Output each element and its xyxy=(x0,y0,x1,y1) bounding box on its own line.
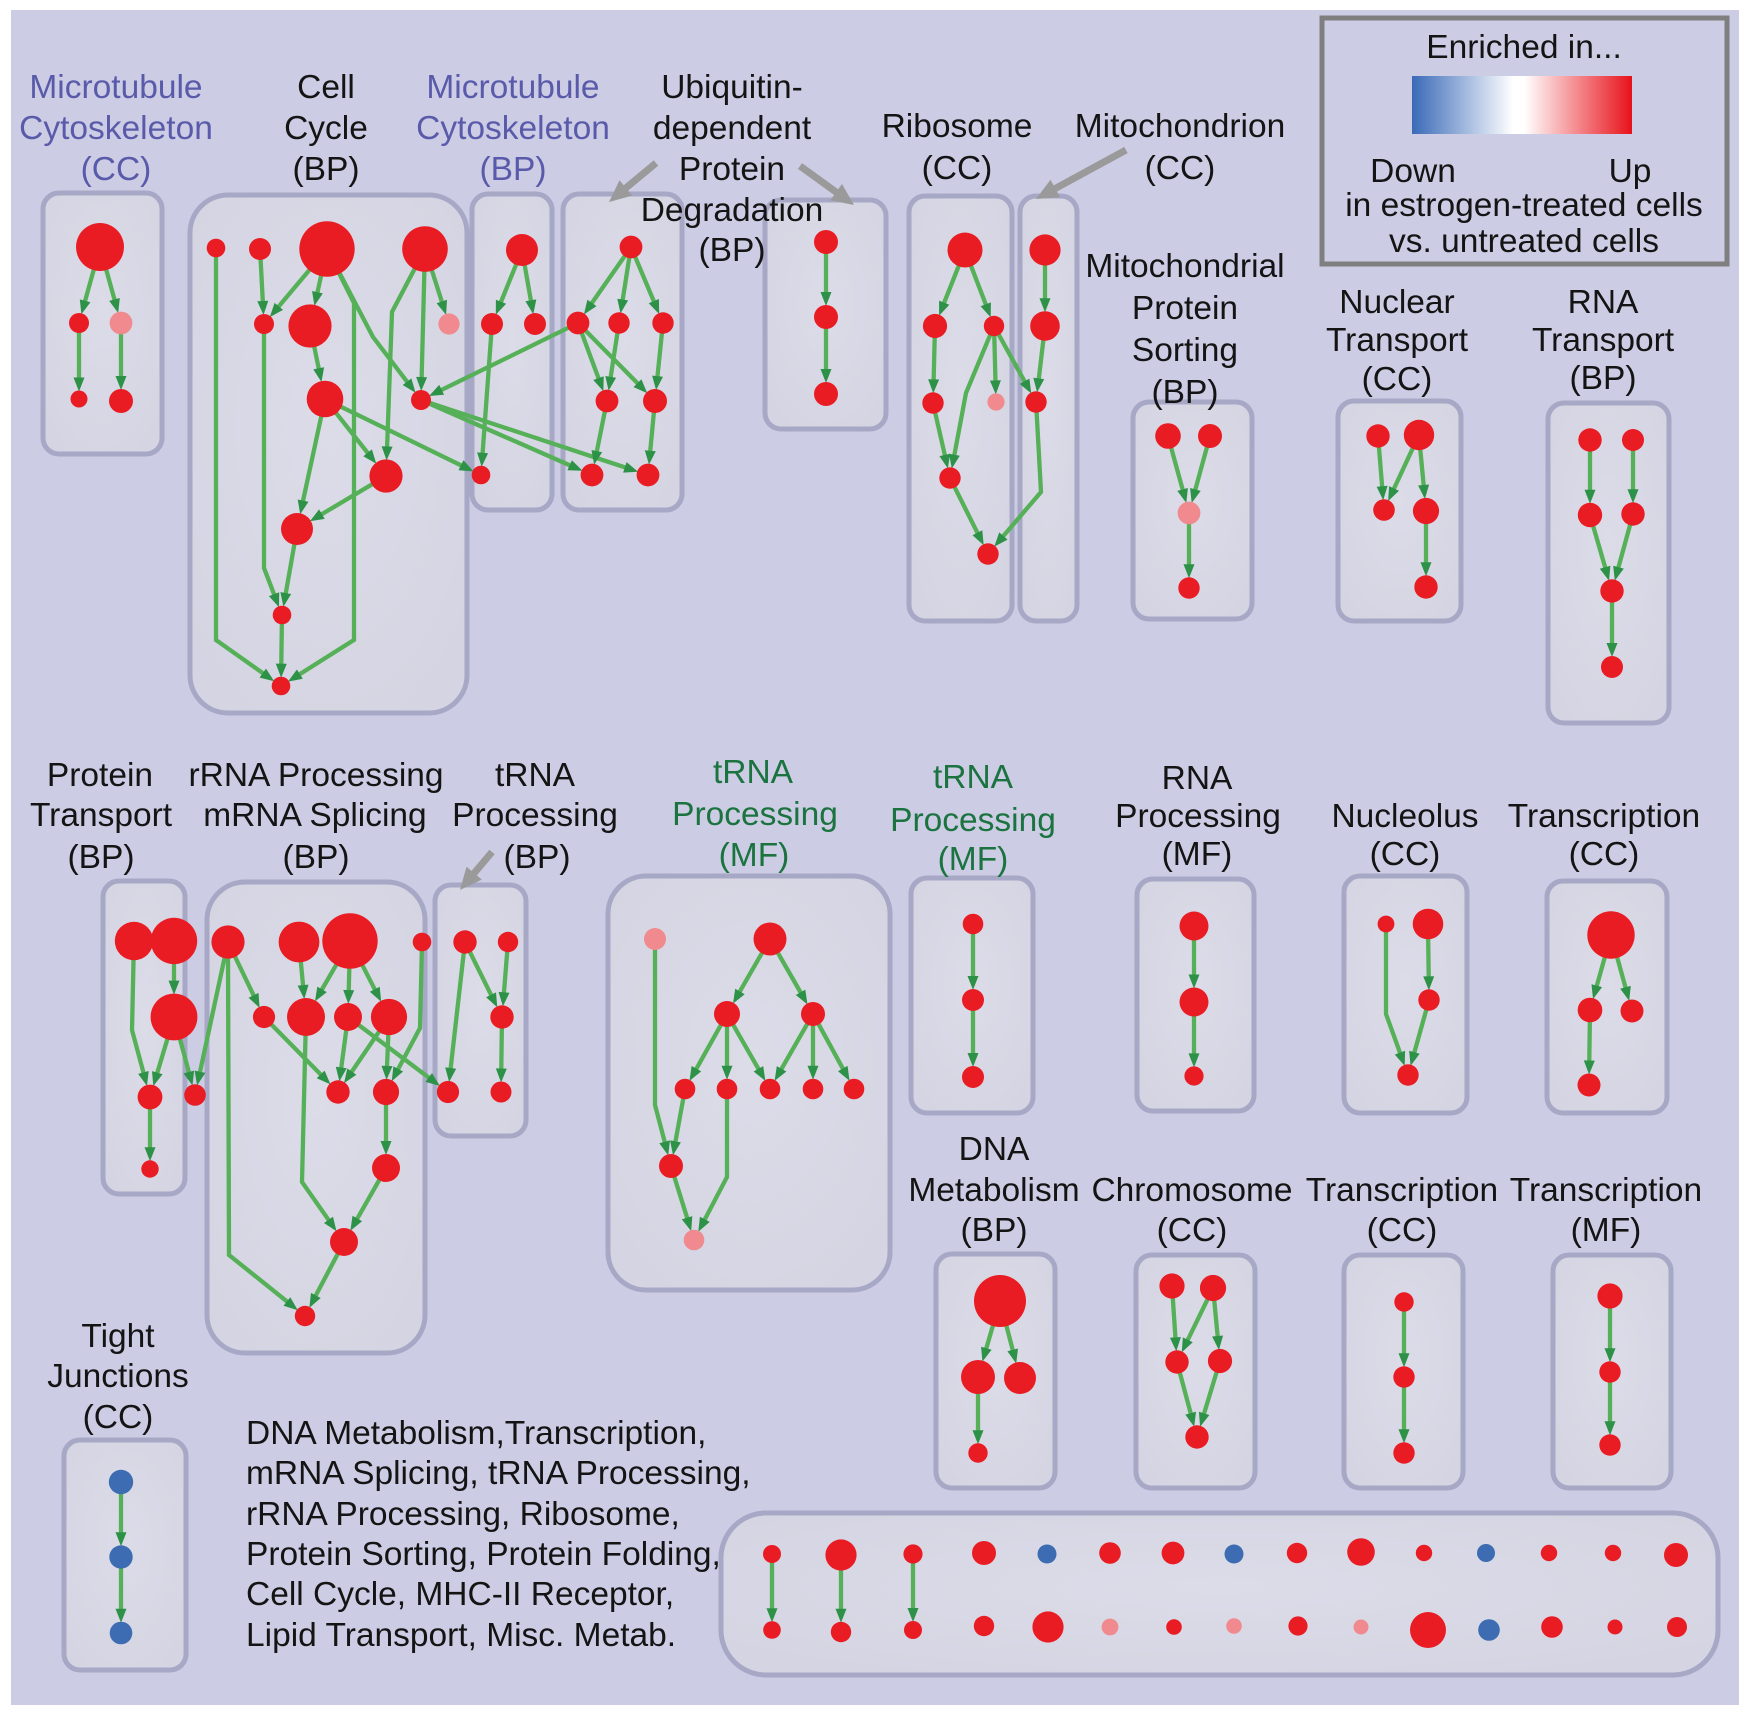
svg-text:Protein: Protein xyxy=(47,757,153,794)
svg-text:Cytoskeleton: Cytoskeleton xyxy=(416,110,610,147)
svg-text:Mitochondrion: Mitochondrion xyxy=(1075,108,1285,145)
svg-text:Transcription: Transcription xyxy=(1508,798,1700,835)
svg-text:(CC): (CC) xyxy=(1157,1212,1228,1249)
svg-text:rRNA Processing: rRNA Processing xyxy=(188,757,443,794)
svg-text:Transport: Transport xyxy=(1532,322,1675,359)
svg-text:(CC): (CC) xyxy=(1362,361,1433,398)
svg-text:Mitochondrial: Mitochondrial xyxy=(1085,248,1284,285)
svg-text:Nuclear: Nuclear xyxy=(1339,284,1454,321)
svg-text:mRNA Splicing: mRNA Splicing xyxy=(203,797,426,834)
svg-text:Nucleolus: Nucleolus xyxy=(1331,798,1478,835)
svg-text:(MF): (MF) xyxy=(938,841,1009,878)
svg-text:Sorting: Sorting xyxy=(1132,332,1238,369)
svg-text:(CC): (CC) xyxy=(1569,836,1640,873)
svg-text:Protein: Protein xyxy=(679,151,785,188)
svg-text:Transport: Transport xyxy=(30,797,173,834)
svg-text:(BP): (BP) xyxy=(283,839,350,876)
svg-text:vs. untreated cells: vs. untreated cells xyxy=(1389,223,1659,260)
svg-text:(MF): (MF) xyxy=(1162,836,1233,873)
svg-text:tRNA: tRNA xyxy=(495,757,576,794)
svg-text:Ubiquitin-: Ubiquitin- xyxy=(661,69,803,106)
svg-text:(CC): (CC) xyxy=(1370,836,1441,873)
svg-text:Cytoskeleton: Cytoskeleton xyxy=(19,110,213,147)
svg-text:(CC): (CC) xyxy=(922,150,993,187)
svg-text:(CC): (CC) xyxy=(81,151,152,188)
svg-text:Degradation: Degradation xyxy=(641,192,824,229)
svg-text:dependent: dependent xyxy=(653,110,812,147)
svg-text:(BP): (BP) xyxy=(504,839,571,876)
svg-text:Processing: Processing xyxy=(672,796,838,833)
svg-text:rRNA Processing, Ribosome,: rRNA Processing, Ribosome, xyxy=(246,1496,680,1533)
svg-text:(BP): (BP) xyxy=(480,151,547,188)
svg-text:(CC): (CC) xyxy=(83,1399,154,1436)
svg-text:Metabolism: Metabolism xyxy=(908,1172,1079,1209)
svg-text:Cell Cycle, MHC-II Receptor,: Cell Cycle, MHC-II Receptor, xyxy=(246,1576,674,1613)
svg-text:tRNA: tRNA xyxy=(933,759,1014,796)
svg-text:RNA: RNA xyxy=(1162,760,1233,797)
svg-text:Processing: Processing xyxy=(452,797,618,834)
svg-text:(CC): (CC) xyxy=(1145,150,1216,187)
svg-text:Tight: Tight xyxy=(81,1318,155,1355)
svg-text:(BP): (BP) xyxy=(1152,374,1219,411)
svg-text:(MF): (MF) xyxy=(719,837,790,874)
svg-text:Down: Down xyxy=(1370,153,1456,190)
svg-text:Enriched in...: Enriched in... xyxy=(1426,29,1622,66)
svg-text:Up: Up xyxy=(1609,153,1652,190)
svg-text:Transcription: Transcription xyxy=(1306,1172,1498,1209)
svg-text:RNA: RNA xyxy=(1568,284,1639,321)
svg-text:Ribosome: Ribosome xyxy=(882,108,1033,145)
svg-text:Cycle: Cycle xyxy=(284,110,368,147)
svg-text:tRNA: tRNA xyxy=(713,754,794,791)
svg-text:(CC): (CC) xyxy=(1367,1212,1438,1249)
svg-text:Processing: Processing xyxy=(1115,798,1281,835)
svg-text:(BP): (BP) xyxy=(293,151,360,188)
svg-text:(BP): (BP) xyxy=(68,839,135,876)
svg-text:DNA: DNA xyxy=(959,1131,1030,1168)
svg-text:Lipid Transport, Misc. Metab.: Lipid Transport, Misc. Metab. xyxy=(246,1617,676,1654)
svg-text:Microtubule: Microtubule xyxy=(29,69,202,106)
svg-text:Protein Sorting, Protein Foldi: Protein Sorting, Protein Folding, xyxy=(246,1536,721,1573)
svg-text:(BP): (BP) xyxy=(961,1212,1028,1249)
svg-text:(MF): (MF) xyxy=(1571,1212,1642,1249)
svg-text:(BP): (BP) xyxy=(699,232,766,269)
svg-text:DNA Metabolism,Transcription,: DNA Metabolism,Transcription, xyxy=(246,1415,706,1452)
svg-text:Processing: Processing xyxy=(890,802,1056,839)
svg-text:Microtubule: Microtubule xyxy=(426,69,599,106)
svg-text:Protein: Protein xyxy=(1132,290,1238,327)
svg-text:(BP): (BP) xyxy=(1570,360,1637,397)
svg-text:Junctions: Junctions xyxy=(47,1358,189,1395)
svg-text:Chromosome: Chromosome xyxy=(1091,1172,1292,1209)
svg-text:Transport: Transport xyxy=(1326,322,1469,359)
svg-text:mRNA Splicing, tRNA Processing: mRNA Splicing, tRNA Processing, xyxy=(246,1455,751,1492)
svg-text:Cell: Cell xyxy=(297,69,355,106)
svg-text:in estrogen-treated cells: in estrogen-treated cells xyxy=(1345,187,1703,224)
svg-text:Transcription: Transcription xyxy=(1510,1172,1702,1209)
